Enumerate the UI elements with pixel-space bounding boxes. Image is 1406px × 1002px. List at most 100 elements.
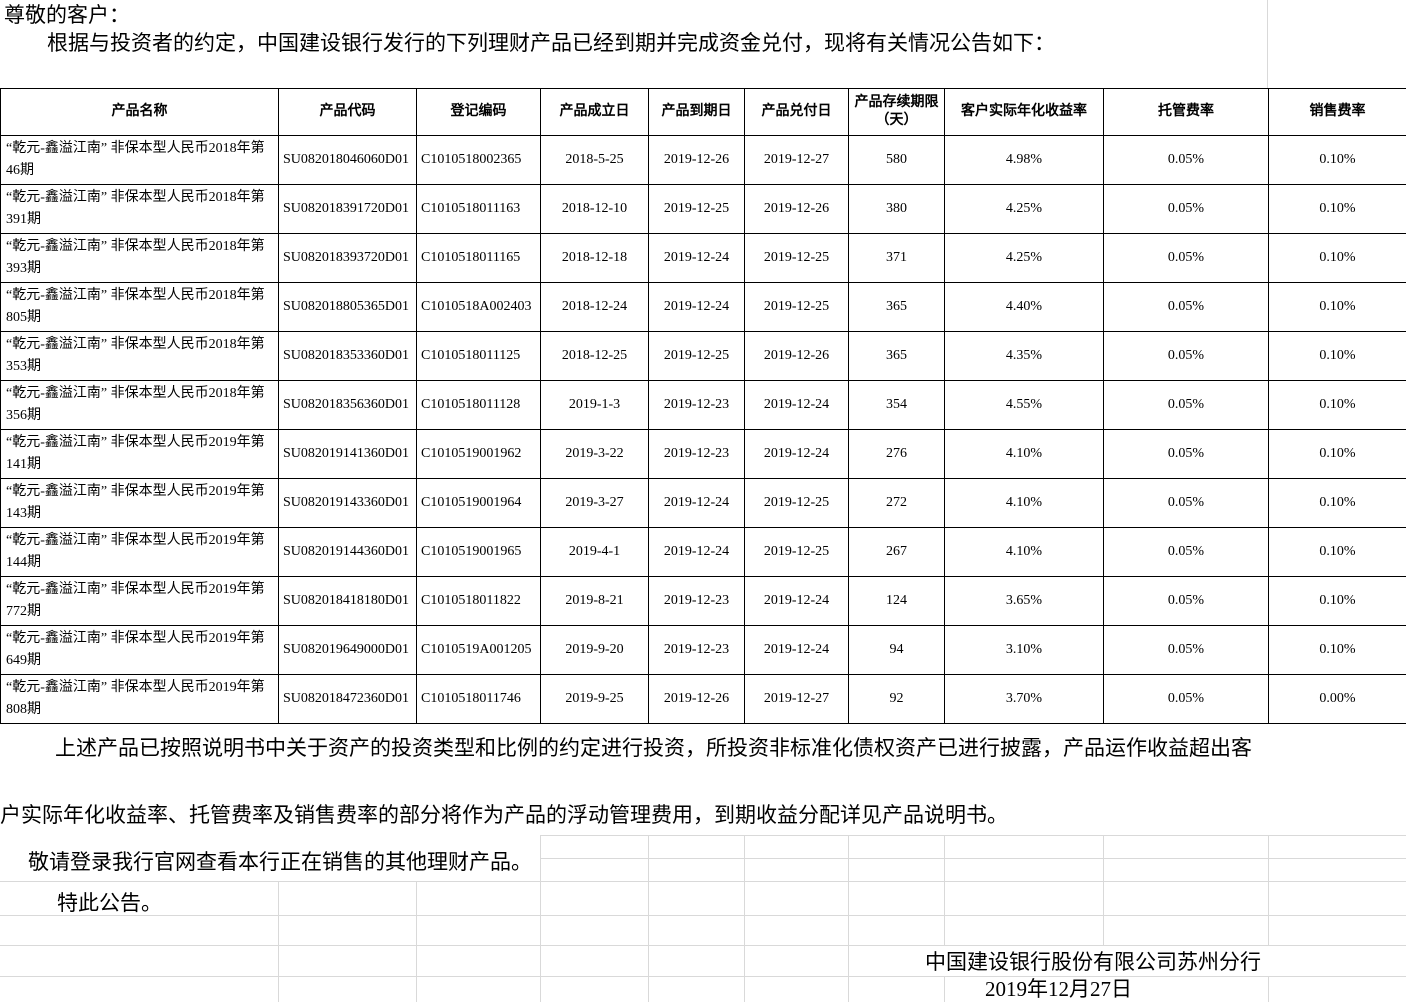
table-row: “乾元-鑫溢江南” 非保本型人民币2019年第144期 SU08201914436… [0,527,1406,577]
cell-yield: 4.25% [944,233,1104,283]
cell-payment-date: 2019-12-24 [744,625,849,675]
cell-custody-fee: 0.05% [1103,184,1269,234]
cell-sales-fee: 0.10% [1268,625,1406,675]
cell-duration-days: 365 [848,331,945,381]
cell-yield: 4.35% [944,331,1104,381]
cell-name: “乾元-鑫溢江南” 非保本型人民币2019年第772期 [0,576,279,626]
cell-name: “乾元-鑫溢江南” 非保本型人民币2019年第141期 [0,429,279,479]
cell-custody-fee: 0.05% [1103,674,1269,724]
cell-name: “乾元-鑫溢江南” 非保本型人民币2019年第143期 [0,478,279,528]
col-header-duration-days: 产品存续期限（天） [848,88,945,136]
table-row: “乾元-鑫溢江南” 非保本型人民币2018年第353期 SU08201835336… [0,331,1406,381]
cell-start-date: 2018-5-25 [540,135,649,185]
cell-payment-date: 2019-12-24 [744,576,849,626]
cell-code: SU082018046060D01 [278,135,417,185]
gridline-vertical [1103,835,1104,945]
gridline-horizontal [540,858,1406,859]
cell-sales-fee: 0.10% [1268,331,1406,381]
cell-code: SU082019141360D01 [278,429,417,479]
gridline-vertical [1267,0,1268,88]
cell-maturity-date: 2019-12-23 [648,429,745,479]
cell-maturity-date: 2019-12-26 [648,674,745,724]
table-row: “乾元-鑫溢江南” 非保本型人民币2018年第805期 SU08201880536… [0,282,1406,332]
products-tbody: “乾元-鑫溢江南” 非保本型人民币2018年第46期 SU082018046060… [0,135,1406,724]
cell-payment-date: 2019-12-25 [744,527,849,577]
cell-duration-days: 272 [848,478,945,528]
table-row: “乾元-鑫溢江南” 非保本型人民币2018年第46期 SU082018046060… [0,135,1406,185]
cell-custody-fee: 0.05% [1103,625,1269,675]
table-row: “乾元-鑫溢江南” 非保本型人民币2019年第808期 SU08201847236… [0,674,1406,724]
cell-start-date: 2019-1-3 [540,380,649,430]
intro-line: 根据与投资者的约定，中国建设银行发行的下列理财产品已经到期并完成资金兑付，现将有… [47,31,1055,55]
cell-sales-fee: 0.00% [1268,674,1406,724]
table-row: “乾元-鑫溢江南” 非保本型人民币2019年第649期 SU08201964900… [0,625,1406,675]
table-row: “乾元-鑫溢江南” 非保本型人民币2019年第141期 SU08201914136… [0,429,1406,479]
cell-yield: 4.10% [944,478,1104,528]
gridline-horizontal [540,835,1406,836]
cell-name: “乾元-鑫溢江南” 非保本型人民币2019年第649期 [0,625,279,675]
cell-name: “乾元-鑫溢江南” 非保本型人民币2018年第353期 [0,331,279,381]
table-row: “乾元-鑫溢江南” 非保本型人民币2019年第143期 SU08201914336… [0,478,1406,528]
gridline-vertical [278,881,279,1002]
cell-sales-fee: 0.10% [1268,184,1406,234]
table-row: “乾元-鑫溢江南” 非保本型人民币2018年第393期 SU08201839372… [0,233,1406,283]
gridline-vertical [648,835,649,1002]
cell-reg-code: C1010519001965 [416,527,541,577]
cell-sales-fee: 0.10% [1268,233,1406,283]
cell-start-date: 2019-4-1 [540,527,649,577]
col-header-payment-date: 产品兑付日 [744,88,849,136]
cell-duration-days: 276 [848,429,945,479]
cell-sales-fee: 0.10% [1268,576,1406,626]
cell-code: SU082018391720D01 [278,184,417,234]
table-row: “乾元-鑫溢江南” 非保本型人民币2018年第391期 SU08201839172… [0,184,1406,234]
cell-payment-date: 2019-12-24 [744,429,849,479]
gridline-horizontal [0,945,1406,946]
cell-code: SU082018805365D01 [278,282,417,332]
col-header-product-code: 产品代码 [278,88,417,136]
footer-paragraph-3: 敬请登录我行官网查看本行正在销售的其他理财产品。 [28,850,532,874]
cell-code: SU082018356360D01 [278,380,417,430]
gridline-vertical [744,835,745,1002]
greeting-line: 尊敬的客户： [4,3,130,27]
cell-payment-date: 2019-12-25 [744,478,849,528]
cell-custody-fee: 0.05% [1103,380,1269,430]
cell-yield: 4.98% [944,135,1104,185]
cell-start-date: 2018-12-10 [540,184,649,234]
cell-code: SU082019143360D01 [278,478,417,528]
cell-duration-days: 380 [848,184,945,234]
cell-yield: 3.10% [944,625,1104,675]
signature-date: 2019年12月27日 [985,977,1132,1001]
cell-name: “乾元-鑫溢江南” 非保本型人民币2018年第805期 [0,282,279,332]
cell-code: SU082018418180D01 [278,576,417,626]
gridline-vertical [416,881,417,1002]
cell-payment-date: 2019-12-27 [744,135,849,185]
cell-reg-code: C1010518011165 [416,233,541,283]
cell-reg-code: C1010518A002403 [416,282,541,332]
cell-reg-code: C1010518011746 [416,674,541,724]
gridline-vertical [1268,835,1269,945]
cell-maturity-date: 2019-12-24 [648,282,745,332]
cell-sales-fee: 0.10% [1268,527,1406,577]
cell-duration-days: 580 [848,135,945,185]
cell-name: “乾元-鑫溢江南” 非保本型人民币2018年第356期 [0,380,279,430]
cell-start-date: 2019-3-27 [540,478,649,528]
cell-sales-fee: 0.10% [1268,282,1406,332]
cell-custody-fee: 0.05% [1103,233,1269,283]
gridline-horizontal [0,881,1406,882]
cell-sales-fee: 0.10% [1268,429,1406,479]
cell-yield: 4.55% [944,380,1104,430]
gridline-vertical [944,835,945,945]
cell-payment-date: 2019-12-26 [744,331,849,381]
cell-code: SU082019649000D01 [278,625,417,675]
cell-duration-days: 365 [848,282,945,332]
cell-maturity-date: 2019-12-24 [648,478,745,528]
cell-reg-code: C1010518011822 [416,576,541,626]
col-header-sales-fee: 销售费率 [1268,88,1406,136]
cell-sales-fee: 0.10% [1268,478,1406,528]
gridline-horizontal [0,976,1406,977]
cell-start-date: 2019-8-21 [540,576,649,626]
cell-reg-code: C1010519001964 [416,478,541,528]
cell-custody-fee: 0.05% [1103,331,1269,381]
cell-reg-code: C1010519A001205 [416,625,541,675]
cell-maturity-date: 2019-12-25 [648,184,745,234]
